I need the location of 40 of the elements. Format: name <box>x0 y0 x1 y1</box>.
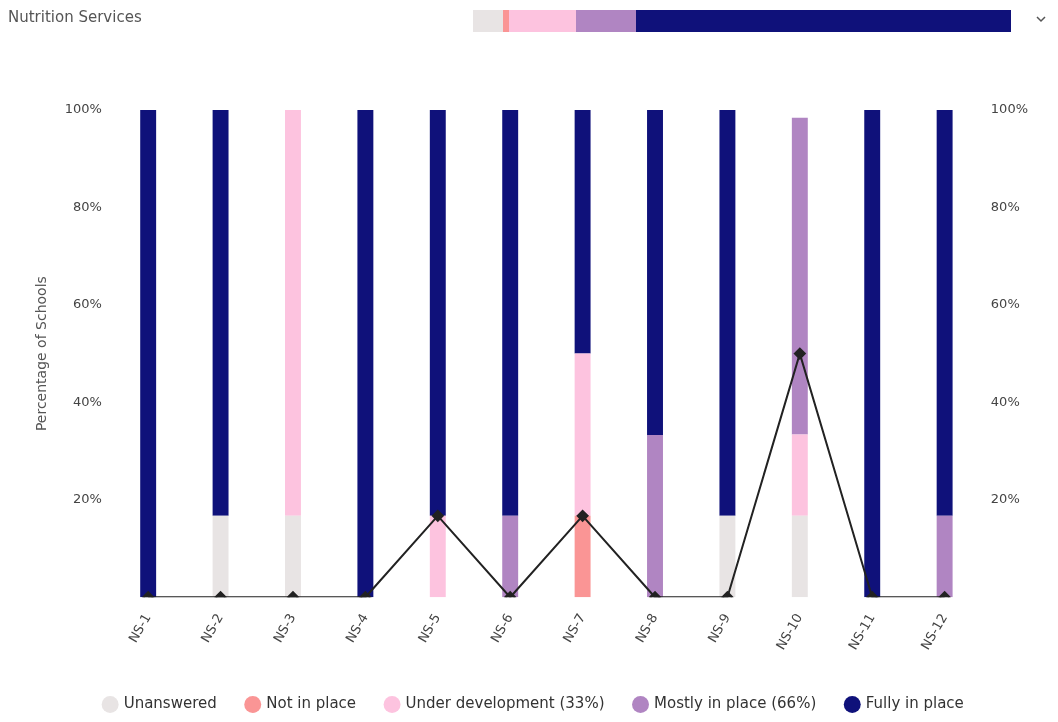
bar <box>719 110 736 516</box>
legend-label: Not in place <box>266 694 357 713</box>
bar <box>864 110 881 598</box>
bar <box>285 110 301 516</box>
y-tick-label: 60% <box>73 296 102 312</box>
y2-tick-label: 60% <box>990 296 1020 312</box>
bar <box>357 110 374 598</box>
y2-tick-label: 40% <box>990 393 1020 409</box>
y2-tick-label: 20% <box>990 491 1020 507</box>
chart-title: Nutrition Services <box>8 8 142 26</box>
y-tick-label: 100% <box>64 101 102 117</box>
y-tick-label: 20% <box>73 491 102 507</box>
bar <box>502 110 519 516</box>
bar <box>647 110 663 435</box>
bar <box>647 434 663 598</box>
legend-label: Fully in place <box>865 694 964 713</box>
legend-label: Under development (33%) <box>405 694 605 713</box>
bar <box>429 515 446 598</box>
y2-tick-label: 80% <box>990 198 1020 214</box>
legend-label: Mostly in place (66%) <box>654 694 817 713</box>
legend-label: Unanswered <box>123 694 217 713</box>
bar <box>574 353 591 516</box>
bar <box>140 110 157 598</box>
bar <box>285 515 301 598</box>
bar <box>791 434 808 516</box>
y-tick-label: 80% <box>73 198 102 214</box>
bar <box>574 110 591 354</box>
bar <box>936 515 953 598</box>
y-tick-label: 40% <box>73 393 102 409</box>
bar <box>429 110 446 516</box>
bar <box>719 515 736 598</box>
bar <box>574 515 591 598</box>
bar <box>502 515 519 598</box>
bar <box>212 110 229 516</box>
y2-tick-label: 100% <box>990 101 1029 117</box>
bar <box>212 515 229 598</box>
y-axis-title: Percentage of Schools <box>33 276 50 432</box>
bar <box>936 110 953 516</box>
bar <box>791 117 808 435</box>
bar <box>791 515 808 598</box>
